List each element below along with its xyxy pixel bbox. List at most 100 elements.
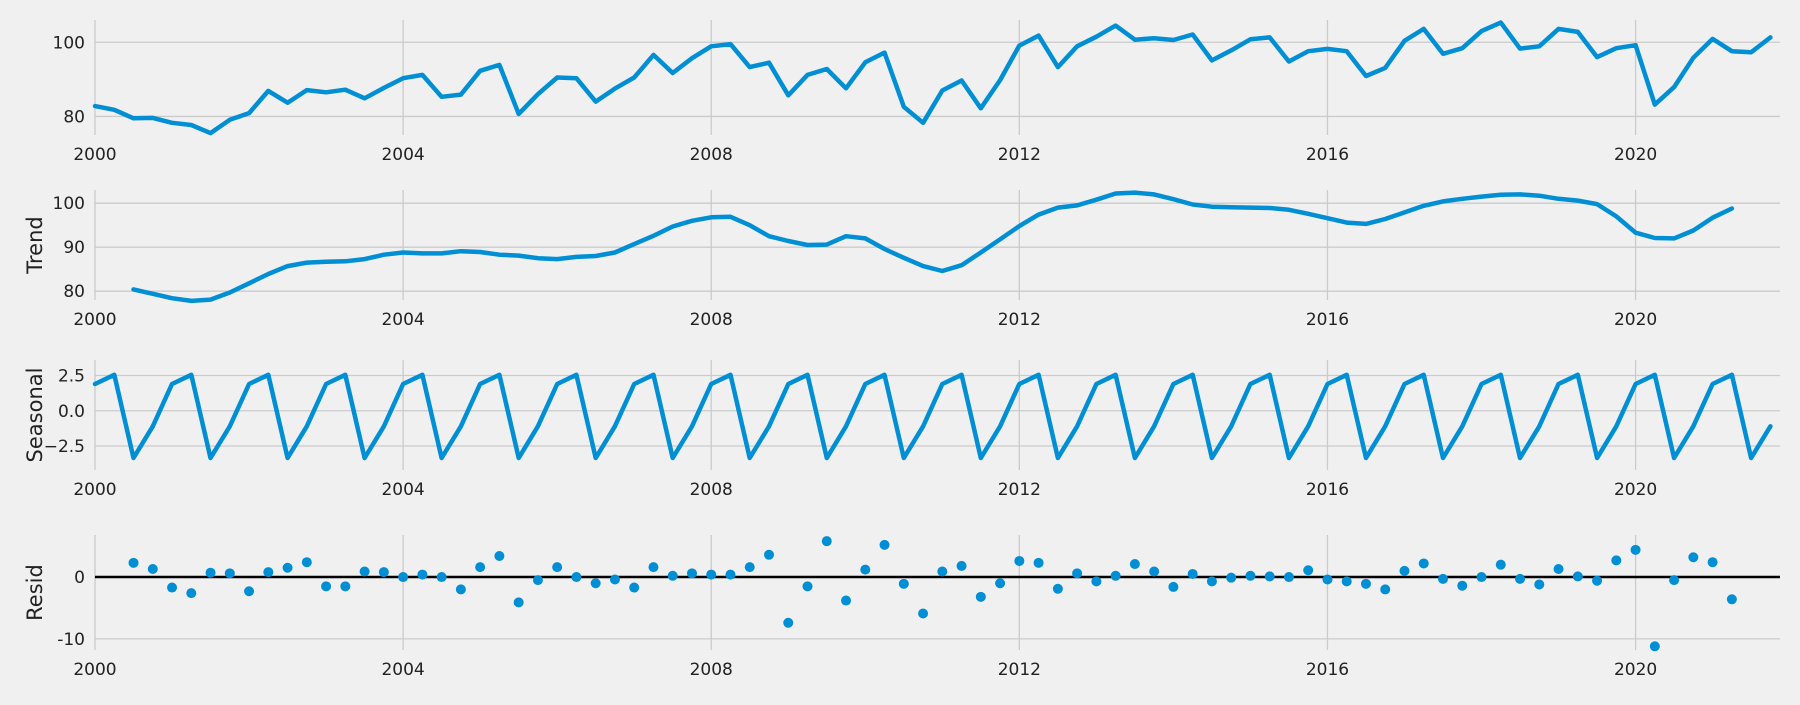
x-tick-label: 2020 xyxy=(1614,660,1657,680)
resid-point xyxy=(995,578,1006,589)
resid-point xyxy=(802,581,813,592)
resid-point xyxy=(436,572,447,583)
resid-point xyxy=(783,617,794,628)
y-tick-label: 100 xyxy=(53,194,85,214)
resid-point xyxy=(282,562,293,573)
trend-series-line xyxy=(131,190,1735,304)
x-tick-label: 2016 xyxy=(1306,310,1349,330)
x-tick-label: 2000 xyxy=(73,660,116,680)
resid-point xyxy=(1168,581,1179,592)
resid-point xyxy=(1688,552,1699,563)
resid-point xyxy=(1206,576,1217,587)
observed-panel: 2000 2004 2008 2012 2016 2020 80 100 xyxy=(53,20,1780,165)
resid-point xyxy=(147,564,158,575)
resid-point xyxy=(128,557,139,568)
x-tick-label: 2012 xyxy=(998,660,1041,680)
x-tick-label: 2004 xyxy=(381,660,424,680)
resid-point xyxy=(378,567,389,578)
resid-point xyxy=(1457,580,1468,591)
x-tick-label: 2008 xyxy=(690,480,733,500)
resid-point xyxy=(609,574,620,585)
resid-point xyxy=(1322,574,1333,585)
resid-point xyxy=(1495,559,1506,570)
resid-point xyxy=(1726,594,1737,605)
x-tick-label: 2020 xyxy=(1614,310,1657,330)
x-tick-label: 2016 xyxy=(1306,480,1349,500)
resid-point xyxy=(898,578,909,589)
seasonal-series-line xyxy=(92,372,1773,461)
y-tick-label: 90 xyxy=(63,238,85,258)
resid-point xyxy=(205,567,216,578)
resid-point xyxy=(398,572,409,583)
resid-point xyxy=(629,582,640,593)
resid-point xyxy=(1572,571,1583,582)
resid-point xyxy=(321,581,332,592)
resid-point xyxy=(1553,564,1564,575)
x-tick-label: 2020 xyxy=(1614,480,1657,500)
resid-point xyxy=(1630,544,1641,555)
resid-point xyxy=(1091,576,1102,587)
resid-point xyxy=(667,570,678,581)
x-tick-label: 2020 xyxy=(1614,145,1657,165)
x-tick-label: 2000 xyxy=(73,480,116,500)
resid-point xyxy=(1399,565,1410,576)
resid-point xyxy=(1110,570,1121,581)
resid-point xyxy=(167,582,178,593)
resid-point xyxy=(1052,583,1063,594)
x-tick-label: 2008 xyxy=(690,145,733,165)
resid-point xyxy=(1592,575,1603,586)
resid-point xyxy=(1129,559,1140,570)
resid-point xyxy=(1264,571,1275,582)
resid-point xyxy=(1534,579,1545,590)
resid-point xyxy=(1014,555,1025,566)
resid-point xyxy=(725,569,736,580)
x-tick-label: 2000 xyxy=(73,310,116,330)
resid-point xyxy=(1245,570,1256,581)
resid-point xyxy=(1187,568,1198,579)
resid-point xyxy=(1341,576,1352,587)
resid-point xyxy=(1226,572,1237,583)
trend-panel: 2000 2004 2008 2012 2016 2020 80 90 100 Trend xyxy=(23,190,1780,330)
resid-point xyxy=(764,549,774,560)
x-tick-label: 2016 xyxy=(1306,145,1349,165)
resid-point xyxy=(244,586,255,597)
resid-point xyxy=(455,584,466,595)
x-tick-label: 2004 xyxy=(381,480,424,500)
resid-point xyxy=(1707,557,1718,568)
resid-point xyxy=(1360,578,1371,589)
resid-point xyxy=(744,562,755,573)
resid-point xyxy=(571,572,582,583)
resid-point xyxy=(1649,641,1660,652)
resid-point xyxy=(686,568,697,579)
x-tick-label: 2012 xyxy=(998,145,1041,165)
resid-point xyxy=(340,581,351,592)
resid-point xyxy=(552,562,563,573)
x-tick-label: 2008 xyxy=(690,310,733,330)
y-tick-label: 0.0 xyxy=(58,402,85,422)
y-tick-label: 100 xyxy=(53,33,85,53)
x-tick-label: 2012 xyxy=(998,480,1041,500)
resid-point xyxy=(648,562,659,573)
resid-point xyxy=(532,575,543,586)
resid-point xyxy=(513,597,524,608)
resid-point xyxy=(475,562,486,573)
resid-point xyxy=(1033,557,1044,568)
resid-point xyxy=(1438,573,1448,584)
resid-point xyxy=(263,567,274,578)
resid-point xyxy=(1149,566,1160,577)
observed-series-line xyxy=(92,20,1773,136)
resid-point xyxy=(1283,572,1294,583)
x-tick-label: 2016 xyxy=(1306,660,1349,680)
resid-point xyxy=(860,564,871,575)
resid-point xyxy=(841,595,852,606)
y-tick-label: 2.5 xyxy=(58,367,85,387)
trend-ylabel: Trend xyxy=(23,216,47,274)
y-tick-label: 80 xyxy=(63,282,85,302)
resid-point xyxy=(186,588,197,599)
resid-point xyxy=(1476,572,1487,583)
resid-panel: 2000 2004 2008 2012 2016 2020 0 -10 Resid xyxy=(23,535,1780,680)
resid-point xyxy=(975,591,986,602)
y-tick-label: -10 xyxy=(57,630,85,650)
y-tick-label: 0 xyxy=(74,568,85,588)
